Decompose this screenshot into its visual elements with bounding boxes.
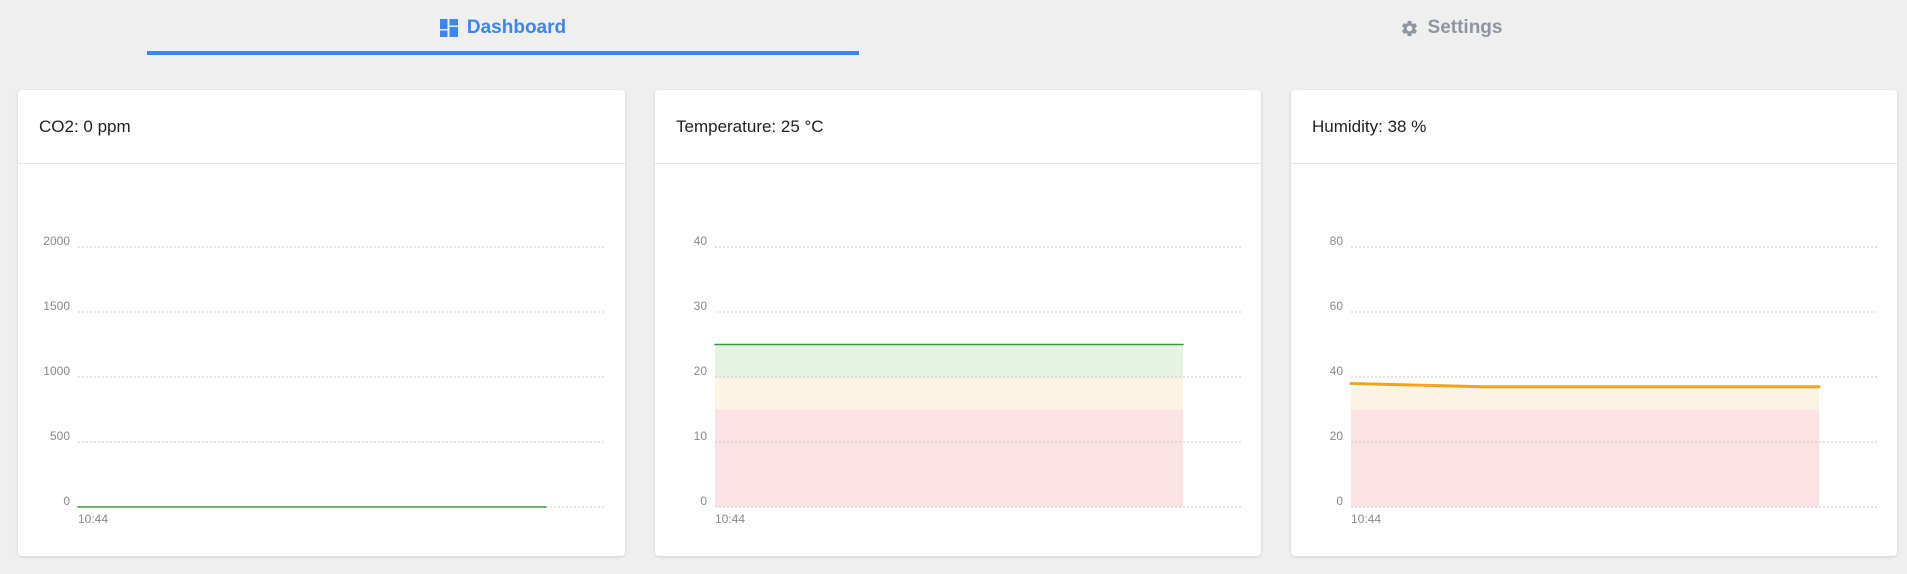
co2-chart-area: 2000 1500 1000 500 0 10:44: [18, 164, 625, 556]
humidity-card-header: Humidity: 38 %: [1291, 90, 1897, 164]
y-tick-label: 20: [694, 364, 708, 378]
y-tick-label: 10: [694, 429, 708, 443]
tab-settings-label: Settings: [1427, 17, 1503, 38]
temperature-card: Temperature: 25 °C 40 30 20 10 0 10:44: [655, 90, 1261, 556]
x-tick-label: 10:44: [715, 512, 745, 526]
humidity-chart: 80 60 40 20 0 10:44: [1330, 234, 1877, 526]
co2-card-title: CO2: 0 ppm: [39, 116, 131, 136]
tab-settings[interactable]: Settings: [1095, 0, 1807, 56]
temperature-chart-area: 40 30 20 10 0 10:44: [655, 164, 1261, 556]
series-line: [1349, 382, 1821, 389]
y-tick-label: 500: [50, 429, 70, 443]
y-tick-label: 0: [1336, 494, 1343, 508]
tab-bar: Dashboard Settings: [0, 0, 1907, 70]
chart-band: [715, 377, 1183, 410]
co2-card-header: CO2: 0 ppm: [18, 90, 625, 164]
y-tick-label: 40: [1330, 364, 1344, 378]
y-tick-label: 0: [700, 494, 707, 508]
y-tick-label: 20: [1330, 429, 1344, 443]
tab-dashboard[interactable]: Dashboard: [147, 0, 859, 56]
chart-band: [1351, 409, 1819, 507]
chart-band: [715, 344, 1183, 377]
x-tick-label: 10:44: [1351, 512, 1381, 526]
x-tick-label: 10:44: [78, 512, 108, 526]
co2-card: CO2: 0 ppm 2000 1500 1000 500 0 10:44: [18, 90, 625, 556]
chart-band: [715, 409, 1183, 507]
y-tick-label: 1000: [43, 364, 70, 378]
y-tick-label: 0: [63, 494, 70, 508]
y-tick-label: 80: [1330, 234, 1344, 248]
chart-band: [1351, 386, 1819, 410]
humidity-chart-area: 80 60 40 20 0 10:44: [1291, 164, 1897, 556]
temperature-chart: 40 30 20 10 0 10:44: [694, 234, 1241, 526]
gear-icon: [1400, 19, 1419, 38]
active-tab-indicator: [147, 51, 859, 55]
dashboard-icon: [439, 19, 458, 37]
temperature-card-header: Temperature: 25 °C: [655, 90, 1261, 164]
temperature-card-title: Temperature: 25 °C: [676, 116, 824, 136]
y-tick-label: 60: [1330, 299, 1344, 313]
y-tick-label: 40: [694, 234, 708, 248]
co2-chart: 2000 1500 1000 500 0 10:44: [43, 234, 604, 526]
y-tick-label: 2000: [43, 234, 70, 248]
humidity-card-title: Humidity: 38 %: [1312, 116, 1427, 136]
humidity-card: Humidity: 38 % 80 60 40 20 0 10:44: [1291, 90, 1897, 556]
y-tick-label: 1500: [43, 299, 70, 313]
y-tick-label: 30: [694, 299, 708, 313]
tab-dashboard-label: Dashboard: [466, 17, 567, 38]
